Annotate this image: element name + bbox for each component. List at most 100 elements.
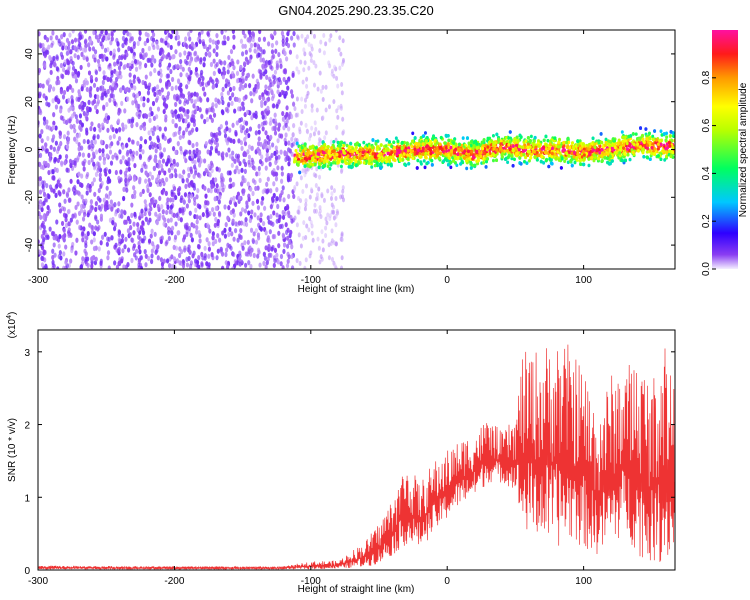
spectrogram-cell [185, 262, 190, 268]
spectrogram-cell [322, 50, 326, 56]
spectrogram-cell [318, 174, 322, 180]
spectrogram-cell [170, 109, 174, 115]
spectrogram-cell [205, 107, 209, 114]
spectrogram-cell [243, 240, 247, 246]
spectrogram-cell [256, 84, 260, 90]
spectrogram-cell [119, 169, 123, 175]
spectrogram-cell [297, 232, 301, 238]
spectrogram-cell [246, 149, 250, 155]
spectrogram-cell [295, 141, 299, 146]
spectrogram-cell [169, 44, 173, 51]
spectrogram-cell [312, 131, 316, 137]
spectrogram-cell [272, 125, 276, 131]
spectrogram-cell [163, 135, 167, 142]
spectrogram-cell [250, 209, 254, 215]
spectrogram-cell [148, 181, 153, 188]
spectrogram-cell [88, 222, 92, 228]
spectrogram-cell [256, 253, 260, 259]
spectrogram-cell [156, 255, 160, 261]
spectrogram-cell [238, 261, 242, 267]
spectrogram-cell [276, 138, 280, 144]
spectrogram-cell [119, 87, 123, 93]
spectrogram-cell [310, 107, 314, 113]
spectrogram-cell [179, 106, 184, 112]
spectrogram-cell [90, 263, 94, 269]
spectrogram-cell [220, 109, 225, 115]
spectrogram-cell [200, 251, 204, 257]
spectrogram-cell [258, 30, 262, 35]
spectrogram-cell [124, 236, 128, 242]
spectrogram-cell [236, 59, 240, 65]
spectrogram-cell [223, 133, 228, 139]
spectrogram-cell [148, 117, 152, 123]
spectrogram-cell [103, 47, 108, 54]
spectrogram-cell [340, 255, 344, 261]
spectrogram-cell [227, 63, 231, 69]
spectrogram-cell [313, 208, 317, 214]
spectrogram-cell [130, 123, 134, 129]
spectrogram-cell [72, 123, 76, 129]
spectrogram-cell [187, 225, 192, 232]
spectrogram-cell [128, 231, 132, 238]
spectrogram-cell [47, 44, 51, 50]
spectrogram-cell [316, 236, 320, 242]
spectrogram-cell [184, 118, 188, 124]
spectrogram-cell [55, 35, 59, 41]
spectrogram-cell [219, 246, 223, 252]
spectrogram-cell [171, 145, 176, 152]
spectrogram-cell [287, 126, 291, 132]
spectrogram-cell [228, 183, 232, 190]
spectrogram-cell [143, 211, 147, 217]
spectrogram-cell [105, 153, 109, 159]
spectrogram-cell [384, 144, 388, 148]
spectrogram-cell [307, 65, 311, 71]
spectrogram-cell [256, 235, 261, 241]
spectrogram-cell [38, 210, 41, 217]
spectrogram-cell [326, 188, 330, 194]
spectrogram-cell [109, 160, 114, 166]
spectrogram-cell [77, 96, 81, 102]
spectrogram-cell [106, 127, 110, 133]
spectrogram-cell [78, 119, 82, 125]
spectrogram-cell [77, 171, 81, 177]
spectrogram-cell [55, 66, 59, 72]
spectrogram-cell [193, 213, 197, 220]
spectrogram-cell [96, 195, 100, 201]
spectrogram-cell [107, 32, 111, 39]
spectrogram-cell [98, 155, 102, 161]
spectrogram-cell [92, 245, 97, 252]
spectrogram-cell [155, 84, 160, 90]
spectrogram-cell [109, 65, 113, 72]
spectrogram-cell [150, 253, 154, 259]
spectrogram-cell [128, 173, 132, 179]
spectrogram-cell [154, 97, 159, 103]
spectrogram-cell [187, 91, 191, 97]
spectrogram-cell [221, 151, 225, 157]
spectrogram-cell [93, 49, 98, 55]
spectrogram-cell [253, 212, 257, 218]
spectrogram-cell [68, 158, 73, 164]
spectrogram-cell [323, 135, 327, 141]
spectrogram-cell [209, 61, 214, 68]
spectrogram-cell [119, 74, 123, 80]
spectrogram-cell [102, 159, 106, 166]
spectrogram-cell [307, 41, 311, 47]
spectrogram-cell [71, 102, 75, 108]
spectrogram-cell [304, 198, 308, 204]
spectrogram-cell [187, 193, 191, 199]
spectrogram-cell [205, 209, 209, 215]
spectrogram-cell [105, 185, 109, 191]
spectrogram-cell [211, 39, 215, 45]
spectrogram-cell [69, 217, 73, 223]
spectrogram-cell [263, 100, 267, 106]
spectrogram-cell [174, 221, 178, 227]
spectrogram-cell [41, 240, 45, 247]
spectrogram-cell [257, 123, 261, 129]
spectrogram-cell [73, 53, 77, 59]
spectrogram-cell [659, 129, 663, 133]
spectrogram-cell [665, 135, 669, 139]
spectrogram-cell [148, 217, 152, 223]
spectrogram-cell [164, 117, 168, 123]
spectrogram-cell [247, 249, 251, 255]
spectrogram-cell [166, 218, 170, 224]
